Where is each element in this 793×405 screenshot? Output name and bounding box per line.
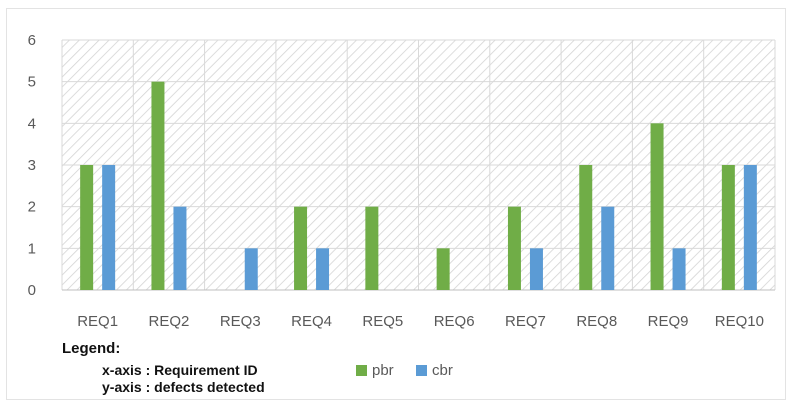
y-tick-label: 3 bbox=[28, 157, 36, 174]
y-axis-description: y-axis : defects detected bbox=[102, 379, 265, 395]
legend-swatch-pbr bbox=[356, 365, 367, 376]
bar-cbr-req10 bbox=[743, 165, 757, 290]
x-tick-label-req4: REQ4 bbox=[291, 313, 332, 330]
bar-cbr-req1 bbox=[102, 165, 116, 290]
x-tick-label-req5: REQ5 bbox=[362, 313, 403, 330]
y-tick-label: 1 bbox=[28, 240, 36, 257]
bar-cbr-req9 bbox=[672, 248, 686, 290]
y-tick-label: 0 bbox=[28, 282, 36, 299]
y-tick-label: 2 bbox=[28, 199, 36, 216]
legend-entry-pbr: pbr bbox=[356, 362, 394, 379]
x-tick-label-req10: REQ10 bbox=[715, 313, 764, 330]
legend-title: Legend: bbox=[62, 340, 121, 357]
bar-cbr-req7 bbox=[529, 248, 543, 290]
x-tick-label-req8: REQ8 bbox=[576, 313, 617, 330]
legend-entry-cbr: cbr bbox=[416, 362, 453, 379]
y-tick-label: 4 bbox=[28, 115, 36, 132]
x-tick-label-req2: REQ2 bbox=[149, 313, 190, 330]
x-tick-label-req7: REQ7 bbox=[505, 313, 546, 330]
legend-swatch-cbr bbox=[416, 365, 427, 376]
tick-labels: 0 1 2 3 4 5 6 REQ1 REQ2 REQ3 REQ4 REQ5 REQ6 REQ7 REQ8 R… bbox=[28, 32, 764, 330]
bar-pbr-req8 bbox=[579, 165, 593, 290]
y-tick-label: 5 bbox=[28, 74, 36, 91]
bar-cbr-req3 bbox=[244, 248, 258, 290]
bar-cbr-req8 bbox=[601, 206, 615, 290]
bar-pbr-req7 bbox=[507, 206, 521, 290]
x-axis-description: x-axis : Requirement ID bbox=[102, 362, 258, 378]
legend: Legend: x-axis : Requirement ID y-axis :… bbox=[62, 340, 562, 404]
x-tick-label-req6: REQ6 bbox=[434, 313, 475, 330]
x-tick-label-req3: REQ3 bbox=[220, 313, 261, 330]
bar-pbr-req4 bbox=[294, 206, 308, 290]
bars bbox=[80, 81, 757, 291]
bar-cbr-req2 bbox=[173, 206, 187, 290]
bar-pbr-req10 bbox=[721, 165, 735, 290]
bar-pbr-req9 bbox=[650, 123, 664, 290]
x-tick-label-req1: REQ1 bbox=[77, 313, 118, 330]
bar-pbr-req2 bbox=[151, 81, 165, 291]
bar-pbr-req5 bbox=[365, 206, 379, 290]
bar-pbr-req1 bbox=[80, 165, 94, 290]
legend-label-pbr: pbr bbox=[372, 362, 394, 379]
y-tick-label: 6 bbox=[28, 32, 36, 49]
bar-cbr-req4 bbox=[316, 248, 330, 290]
legend-label-cbr: cbr bbox=[432, 362, 453, 379]
x-tick-label-req9: REQ9 bbox=[648, 313, 689, 330]
bar-pbr-req6 bbox=[436, 248, 450, 290]
